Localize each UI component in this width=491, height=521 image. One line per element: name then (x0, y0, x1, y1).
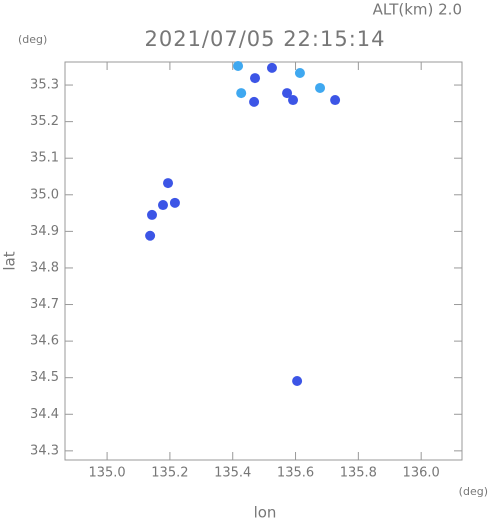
x-tick-label: 135.0 (88, 466, 125, 481)
x-tick-label: 135.6 (277, 466, 314, 481)
x-tick-label: 136.0 (403, 466, 440, 481)
plot-frame (64, 61, 463, 461)
y-axis-label: lat (1, 251, 19, 270)
y-tick-label: 35.1 (30, 151, 59, 166)
echo-point (157, 200, 168, 211)
echo-point (249, 96, 260, 107)
y-tick-label: 34.3 (30, 443, 59, 458)
y-unit: (deg) (18, 33, 47, 46)
y-tick-label: 34.4 (30, 407, 59, 422)
x-tick-label: 135.2 (151, 466, 188, 481)
y-tick-label: 34.7 (30, 297, 59, 312)
echo-point (288, 95, 299, 106)
echo-point (145, 230, 156, 241)
x-unit: (deg) (459, 485, 488, 498)
echo-point (233, 61, 244, 72)
echo-point (330, 95, 341, 106)
y-tick-label: 35.3 (30, 78, 59, 93)
chart-title: 2021/07/05 22:15:14 (144, 27, 385, 51)
echo-point (266, 62, 277, 73)
y-tick-label: 35.0 (30, 187, 59, 202)
x-tick-label: 135.8 (340, 466, 377, 481)
y-tick-label: 35.2 (30, 114, 59, 129)
echo-point (294, 67, 305, 78)
x-axis-label: lon (254, 504, 277, 521)
echo-point (236, 88, 247, 99)
y-tick-label: 34.8 (30, 260, 59, 275)
echo-point (315, 82, 326, 93)
y-tick-label: 34.5 (30, 370, 59, 385)
echo-point (169, 197, 180, 208)
chart-subtitle: ALT(km) 2.0 (373, 1, 462, 19)
echo-point (250, 73, 261, 84)
echo-point (292, 375, 303, 386)
echo-point (282, 88, 293, 99)
x-tick-label: 135.4 (214, 466, 251, 481)
echo-point (147, 209, 158, 220)
echo-point (163, 178, 174, 189)
y-tick-label: 34.9 (30, 224, 59, 239)
y-tick-label: 34.6 (30, 334, 59, 349)
